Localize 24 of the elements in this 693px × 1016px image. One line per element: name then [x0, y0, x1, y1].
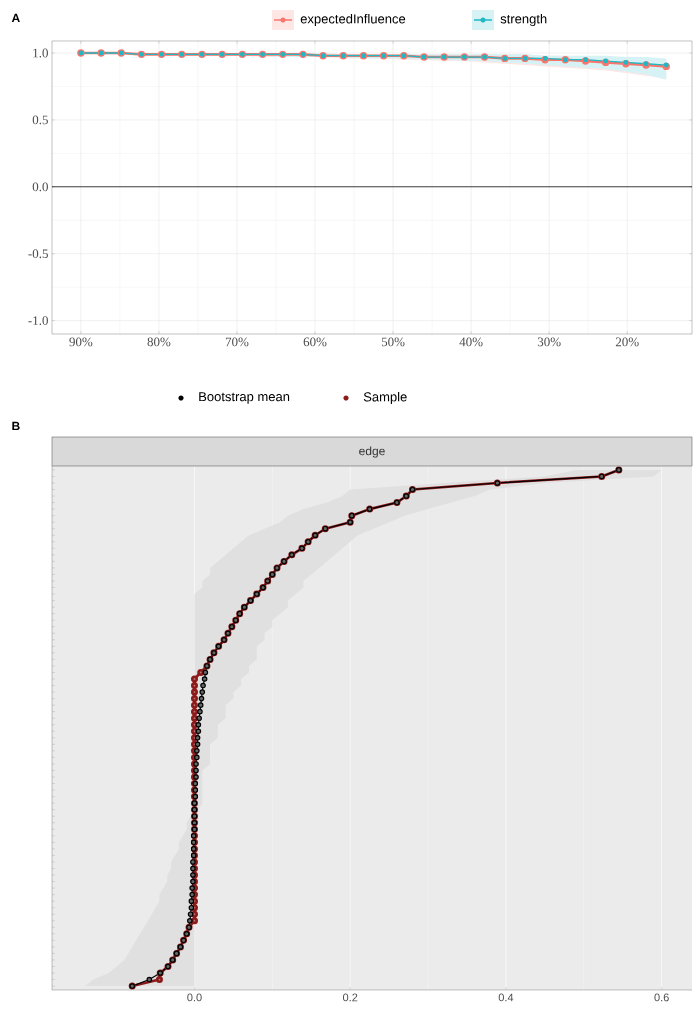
y-tick-label: -0.5: [28, 249, 48, 259]
x-tick-label: 50%: [381, 337, 405, 347]
legend-label: Bootstrap mean: [199, 392, 290, 404]
x-tick-label: 90%: [69, 337, 93, 347]
x-tick-label: 0.2: [342, 993, 358, 1002]
x-tick-label: 70%: [225, 337, 249, 347]
legend-label: strength: [500, 13, 547, 27]
x-tick-label: 0.0: [187, 993, 202, 1002]
legend-label: Sample: [363, 391, 407, 405]
legend-label: expectedInfluence: [300, 13, 406, 27]
y-tick-label: 0.5: [32, 115, 48, 125]
x-tick-label: 0.6: [654, 993, 669, 1002]
x-tick-label: 60%: [303, 337, 327, 347]
x-tick-label: 80%: [147, 337, 171, 347]
x-tick-label: 20%: [615, 337, 639, 347]
x-tick-label: 0.4: [498, 993, 514, 1002]
x-tick-label: 30%: [537, 337, 561, 347]
text: B: [12, 421, 20, 431]
x-tick-label: 40%: [459, 337, 483, 347]
chart-title: edge: [359, 446, 385, 458]
y-tick-label: -1.0: [28, 316, 48, 326]
text: A: [11, 13, 20, 23]
y-tick-label: 1.0: [33, 48, 48, 58]
y-tick-label: 0.0: [32, 182, 48, 192]
